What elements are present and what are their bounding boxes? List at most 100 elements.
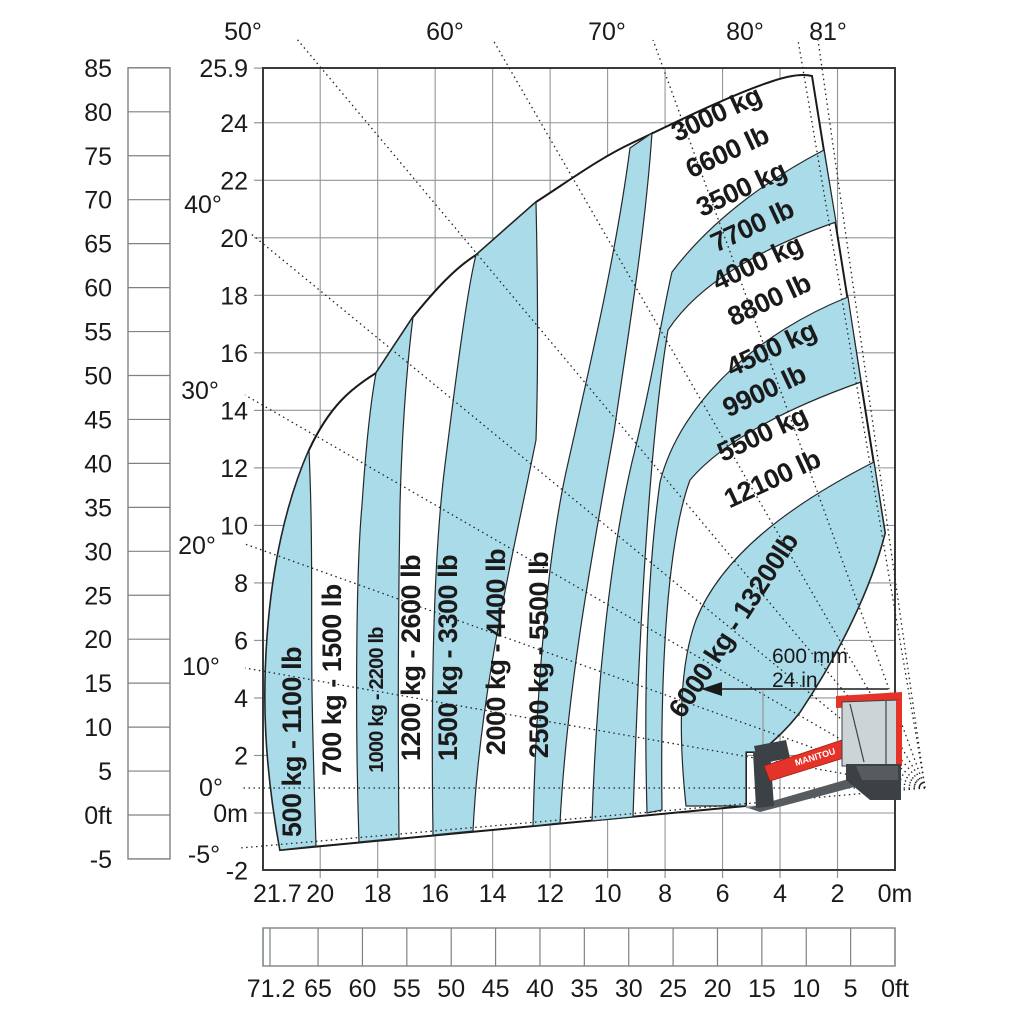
left-ft-tick-label: 20 — [84, 626, 112, 654]
dimension-label-mm: 600 mm — [772, 645, 848, 668]
left-m-tick-label: 4 — [234, 685, 248, 713]
bottom-ft-tick-label: 50 — [437, 975, 465, 1003]
left-m-tick-label: 6 — [234, 627, 248, 655]
angle-label-70deg: 70° — [588, 18, 626, 46]
left-ft-tick-label: 65 — [84, 231, 112, 259]
zone-label-z500: 500 kg - 1100 lb — [277, 647, 307, 837]
machine-boom-head — [754, 740, 790, 764]
bottom-m-tick-label: 21.7 — [253, 880, 302, 908]
bottom-m-tick-label: 20 — [306, 880, 334, 908]
bottom-m-tick-label: 8 — [658, 880, 672, 908]
angle-label-30deg: 30° — [181, 377, 219, 405]
bottom-ft-tick-label: 65 — [304, 975, 332, 1003]
angle-label-20deg: 20° — [178, 532, 216, 560]
angle-label-60deg: 60° — [426, 18, 464, 46]
left-ft-tick-label: 10 — [84, 714, 112, 742]
bottom-m-tick-label: 2 — [831, 880, 845, 908]
bottom-ft-tick-label: 45 — [482, 975, 510, 1003]
angle-label-81deg: 81° — [809, 18, 847, 46]
left-ft-tick-label: 50 — [84, 363, 112, 391]
left-ft-tick-label: 60 — [84, 275, 112, 303]
boom-angle-ray-50deg — [295, 37, 926, 789]
machine-track-detail — [856, 766, 898, 780]
bottom-m-tick-label: 4 — [773, 880, 787, 908]
machine-cab — [841, 699, 901, 767]
left-m-tick-label: 14 — [220, 397, 248, 425]
left-ft-tick-label: 75 — [84, 143, 112, 171]
left-m-tick-label: 2 — [234, 742, 248, 770]
left-ft-tick-label: 55 — [84, 319, 112, 347]
left-feet-ruler — [127, 67, 171, 860]
bottom-ft-tick-label: 0ft — [881, 975, 909, 1003]
boom-angle-ray-80deg — [797, 39, 926, 789]
bottom-m-tick-label: 18 — [364, 880, 392, 908]
left-m-tick-label: 0m — [213, 800, 248, 828]
boom-angle-ray-30deg — [244, 394, 926, 789]
left-m-tick-label: 20 — [220, 225, 248, 253]
bottom-ft-tick-label: 30 — [615, 975, 643, 1003]
boom-angle-ray-20deg — [244, 543, 926, 789]
left-m-tick-label: 24 — [220, 110, 248, 138]
left-m-tick-label: 16 — [220, 340, 248, 368]
plot-border — [262, 67, 896, 871]
bottom-m-tick-label: 12 — [536, 880, 564, 908]
boom-angle-ray-81deg — [817, 39, 926, 789]
bottom-m-tick-label: 16 — [421, 880, 449, 908]
zone-label-z1000: 1000 kg - 2200 lb — [366, 627, 388, 773]
left-ft-tick-label: 15 — [84, 670, 112, 698]
left-ft-tick-label: 70 — [84, 187, 112, 215]
left-ft-tick-label: 45 — [84, 406, 112, 434]
left-ft-tick-label: 85 — [84, 55, 112, 83]
bottom-m-tick-label: 0m — [878, 880, 913, 908]
zone-band-3500kg — [591, 149, 837, 822]
bottom-ft-tick-label: 35 — [570, 975, 598, 1003]
bottom-ft-tick-label: 25 — [659, 975, 687, 1003]
bottom-ruler-bar — [262, 927, 896, 967]
left-ft-tick-label: 80 — [84, 99, 112, 127]
machine-fork-blade — [748, 778, 858, 812]
zone-label-z1500: 1500 kg - 3300 lb — [433, 555, 463, 761]
angle-label--5deg: -5° — [188, 841, 220, 869]
bottom-feet-ruler — [262, 927, 896, 967]
bottom-ft-tick-label: 5 — [844, 975, 858, 1003]
angle-label-40deg: 40° — [184, 191, 222, 219]
bottom-ft-tick-label: 20 — [704, 975, 732, 1003]
left-m-tick-label: 25.9 — [199, 55, 248, 83]
angle-label-10deg: 10° — [182, 653, 220, 681]
angle-label-80deg: 80° — [726, 18, 764, 46]
bottom-ft-tick-label: 60 — [349, 975, 377, 1003]
bottom-ft-tick-label: 40 — [526, 975, 554, 1003]
left-ft-tick-label: 0ft — [84, 802, 112, 830]
left-ft-tick-label: 5 — [98, 758, 112, 786]
zone-band-1500kg — [431, 200, 539, 836]
telehandler-machine: MANITOU — [746, 692, 902, 812]
left-ft-tick-label: 35 — [84, 494, 112, 522]
dimension-annotation: 600 mm 24 in — [701, 645, 888, 750]
left-m-tick-label: 8 — [234, 570, 248, 598]
bottom-m-tick-label: 10 — [594, 880, 622, 908]
angle-label-0deg: 0° — [199, 774, 223, 802]
dimension-arrowhead-icon — [701, 682, 722, 696]
zone-band-6000kg — [680, 461, 886, 807]
bottom-m-tick-label: 6 — [716, 880, 730, 908]
left-ft-tick-label: 40 — [84, 450, 112, 478]
zone-label-z2500: 2500 kg - 5500 lb — [524, 552, 554, 758]
zone-label-z1200: 1200 kg - 2600 lb — [396, 555, 426, 761]
left-m-tick-label: 12 — [220, 455, 248, 483]
left-m-tick-label: -2 — [226, 858, 248, 886]
boom-angle-ray-40deg — [249, 232, 926, 789]
machine-windshield-line — [849, 703, 865, 763]
zone-label-z2000: 2000 kg - 4400 lb — [481, 549, 511, 755]
zone-band-500kg — [264, 449, 317, 851]
bottom-ft-tick-label: 10 — [792, 975, 820, 1003]
dimension-label-in: 24 in — [772, 669, 818, 692]
left-m-tick-label: 22 — [220, 167, 248, 195]
zone-band-4500kg — [645, 296, 862, 814]
zone-band-1000kg — [356, 316, 414, 843]
bottom-ft-tick-label: 55 — [393, 975, 421, 1003]
left-m-tick-label: 18 — [220, 282, 248, 310]
angle-label-50deg: 50° — [224, 18, 262, 46]
bottom-ft-tick-label: 71.2 — [247, 975, 296, 1003]
zone-band-2500kg — [532, 131, 653, 827]
